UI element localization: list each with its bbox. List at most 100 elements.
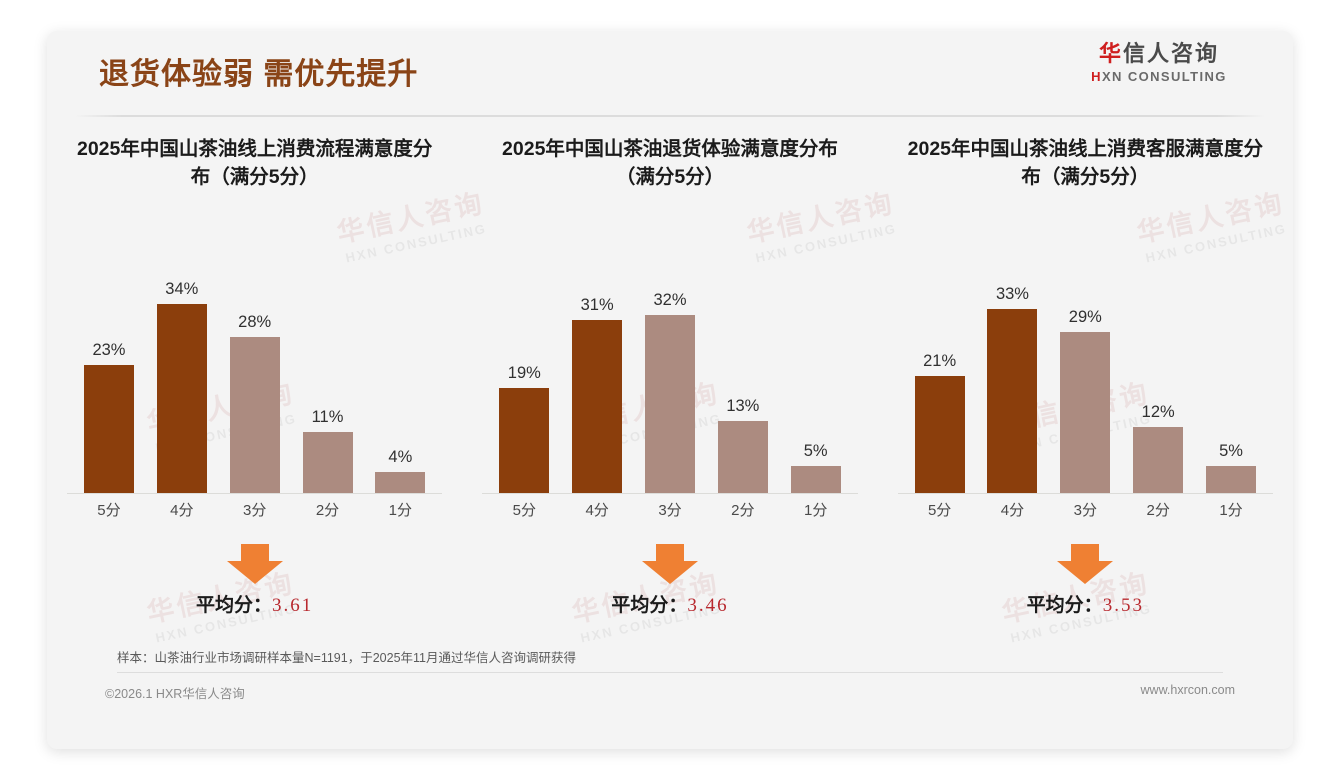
logo-chinese-rest: 信人咨询 — [1123, 41, 1220, 66]
average-score-label: 平均分： — [1026, 595, 1103, 616]
footer-copyright: ©2026.1 HXR华信人咨询 — [105, 687, 245, 701]
bar-column[interactable]: 21% 5分 — [908, 244, 972, 519]
bar-value-label: 13% — [726, 396, 760, 415]
bar[interactable] — [717, 421, 768, 494]
bar-value-label: 28% — [238, 312, 272, 331]
x-axis-tick-label: 2分 — [1146, 502, 1170, 519]
source-footnote: 样本：山茶油行业市场调研样本量N=1191，于2025年11月通过华信人咨询调研… — [117, 651, 576, 665]
x-axis-tick-label: 2分 — [731, 502, 755, 519]
bar-value-label: 4% — [388, 447, 413, 466]
chart-title: 2025年中国山茶油退货体验满意度分布（满分5分） — [502, 138, 838, 189]
logo-english-accent: H — [1091, 69, 1102, 85]
x-axis-tick-label: 1分 — [804, 502, 828, 519]
x-axis-line — [482, 493, 858, 494]
average-score-text: 平均分：3.61 — [196, 590, 313, 617]
logo-accent-char: 华 — [1098, 41, 1123, 66]
average-score-text: 平均分：3.53 — [1027, 590, 1144, 617]
average-score-block: 平均分：3.46 — [474, 544, 865, 628]
header-divider — [75, 115, 1265, 117]
bar-value-label: 34% — [165, 279, 199, 298]
bar[interactable] — [229, 337, 280, 494]
bar-chart: 21% 5分 33% 4分 29% 3分 12% 2分 5% 1分 — [890, 237, 1281, 522]
bar-value-label: 12% — [1141, 402, 1175, 421]
chart-title: 2025年中国山茶油线上消费流程满意度分布（满分5分） — [76, 138, 433, 189]
bar-value-label: 23% — [92, 340, 126, 359]
x-axis-tick-label: 1分 — [1219, 502, 1243, 519]
bar[interactable] — [1206, 466, 1256, 494]
bar[interactable] — [987, 309, 1038, 494]
down-arrow-icon — [641, 544, 698, 584]
average-score-block: 平均分：3.53 — [890, 544, 1281, 628]
bar-value-label: 19% — [507, 363, 541, 382]
bar[interactable] — [156, 304, 207, 494]
bar[interactable] — [83, 365, 134, 494]
x-axis-tick-label: 5分 — [97, 502, 121, 519]
bar-column[interactable]: 11% 2分 — [296, 244, 360, 519]
bar-column[interactable]: 5% 1分 — [784, 244, 848, 519]
bar-column[interactable]: 34% 4分 — [150, 244, 214, 519]
chart-panel-3: 2025年中国山茶油线上消费客服满意度分布（满分5分） 21% 5分 33% 4分 29%… — [878, 135, 1293, 628]
bar-column[interactable]: 29% 3分 — [1053, 244, 1117, 519]
bar-column[interactable]: 12% 2分 — [1126, 244, 1190, 519]
bar-column[interactable]: 28% 3分 — [223, 244, 287, 519]
bar[interactable] — [302, 432, 353, 494]
x-axis-tick-label: 3分 — [242, 502, 267, 519]
x-axis-tick-label: 1分 — [388, 502, 413, 519]
down-arrow-icon — [226, 544, 283, 584]
bar-column[interactable]: 13% 2分 — [711, 244, 775, 519]
average-score-label: 平均分： — [196, 595, 273, 616]
bar-chart: 19% 5分 31% 4分 32% 3分 13% 2分 5% 1分 — [474, 237, 865, 522]
x-axis-line — [897, 493, 1273, 494]
bar[interactable] — [914, 376, 965, 494]
bar-column[interactable]: 32% 3分 — [638, 244, 702, 519]
bar[interactable] — [499, 388, 550, 494]
average-score-label: 平均分： — [611, 595, 688, 616]
x-axis-tick-label: 5分 — [512, 502, 536, 519]
bar[interactable] — [644, 315, 695, 494]
bar-value-label: 5% — [803, 441, 828, 460]
bar[interactable] — [572, 320, 623, 494]
average-score-value: 3.53 — [1102, 595, 1144, 616]
bar[interactable] — [1060, 332, 1111, 494]
bar-column[interactable]: 19% 5分 — [492, 244, 556, 519]
bar-chart: 23% 5分 34% 4分 28% 3分 11% 2分 4% 1分 — [59, 237, 450, 522]
bar-column[interactable]: 31% 4分 — [565, 244, 629, 519]
bar-value-label: 31% — [580, 295, 614, 314]
x-axis-tick-label: 4分 — [170, 502, 194, 519]
slide-header: 退货体验弱 需优先提升 华信人咨询 HXN CONSULTING — [47, 31, 1293, 115]
footer-divider — [117, 672, 1223, 673]
x-axis-tick-label: 5分 — [927, 502, 952, 519]
bar-value-label: 11% — [311, 407, 344, 426]
average-score-value: 3.46 — [687, 595, 729, 616]
x-axis-tick-label: 2分 — [315, 502, 340, 519]
bar[interactable] — [790, 466, 841, 494]
bar[interactable] — [375, 472, 426, 494]
bar[interactable] — [1133, 427, 1184, 494]
logo-chinese-text: 华信人咨询 — [1073, 41, 1245, 67]
logo-english-text: HXN CONSULTING — [1073, 69, 1245, 84]
average-score-text: 平均分：3.46 — [611, 590, 728, 617]
bar-column[interactable]: 4% 1分 — [368, 244, 432, 519]
bar-value-label: 29% — [1068, 307, 1102, 326]
x-axis-tick-label: 4分 — [585, 502, 609, 519]
bar-group: 23% 5分 34% 4分 28% 3分 11% 2分 4% 1分 — [77, 244, 432, 519]
average-score-value: 3.61 — [272, 595, 314, 616]
footer-website[interactable]: www.hxrcon.com — [1140, 683, 1235, 697]
bar-value-label: 32% — [653, 290, 687, 309]
logo-english-rest: XN CONSULTING — [1101, 69, 1227, 85]
average-score-block: 平均分：3.61 — [59, 544, 450, 628]
x-axis-line — [67, 493, 443, 494]
slide: 退货体验弱 需优先提升 华信人咨询 HXN CONSULTING 华信人咨询 HX… — [47, 31, 1293, 749]
x-axis-tick-label: 3分 — [658, 502, 682, 519]
bar-value-label: 5% — [1219, 441, 1243, 460]
chart-panels: 2025年中国山茶油线上消费流程满意度分布（满分5分） 23% 5分 34% 4分 28%… — [47, 135, 1293, 628]
x-axis-tick-label: 3分 — [1073, 502, 1097, 519]
bar-value-label: 33% — [995, 284, 1029, 303]
bar-column[interactable]: 5% 1分 — [1199, 244, 1263, 519]
bar-column[interactable]: 23% 5分 — [77, 244, 141, 519]
x-axis-tick-label: 4分 — [1000, 502, 1025, 519]
chart-panel-2: 2025年中国山茶油退货体验满意度分布（满分5分） 19% 5分 31% 4分 32% 3分… — [462, 135, 877, 628]
bar-column[interactable]: 33% 4分 — [981, 244, 1045, 519]
chart-title: 2025年中国山茶油线上消费客服满意度分布（满分5分） — [907, 138, 1264, 189]
